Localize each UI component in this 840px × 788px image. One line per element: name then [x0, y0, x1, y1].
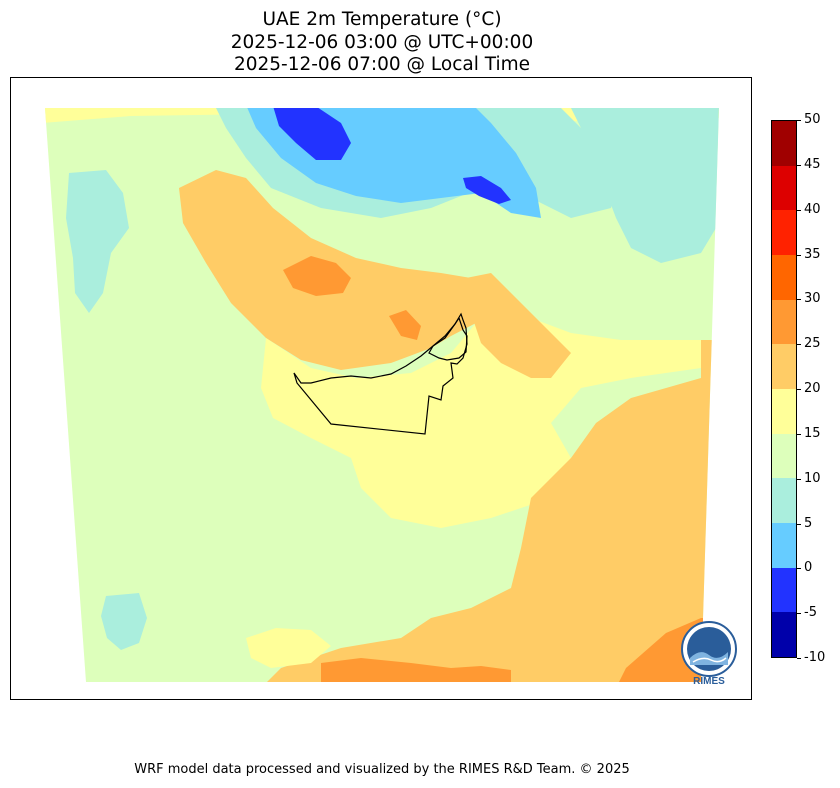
map-frame — [10, 77, 752, 700]
temp-band-minus5-0-small — [463, 176, 511, 204]
temp-band-25-30-north — [283, 256, 351, 296]
colorbar-segment — [772, 121, 796, 167]
colorbar-segment — [772, 567, 796, 613]
colorbar-tick-label: 40 — [804, 202, 821, 217]
colorbar-tick-label: 30 — [804, 291, 821, 306]
credit-text: WRF model data processed and visualized … — [134, 762, 630, 777]
colorbar-segment — [772, 299, 796, 345]
colorbar-tick-mark — [797, 658, 801, 659]
colorbar — [771, 120, 797, 658]
colorbar-tick-mark — [797, 613, 801, 614]
colorbar-tick-mark — [797, 165, 801, 166]
uae-border — [293, 312, 468, 435]
uae-coastline-east — [428, 316, 468, 361]
colorbar-segment — [772, 612, 796, 658]
colorbar-segment — [772, 255, 796, 301]
colorbar-tick-mark — [797, 299, 801, 300]
temp-band-5-10-northeast — [571, 108, 719, 263]
colorbar-tick-mark — [797, 479, 801, 480]
temp-band-20-25-east — [466, 273, 571, 378]
colorbar-tick-label: 35 — [804, 247, 821, 262]
colorbar-tick-label: 50 — [804, 112, 821, 127]
colorbar-tick-mark — [797, 344, 801, 345]
temp-band-5-10-southwest — [101, 593, 147, 650]
temp-band-minus5-0 — [273, 108, 351, 160]
colorbar-tick-mark — [797, 389, 801, 390]
rimes-logo: RIMES — [681, 621, 737, 686]
colorbar-segment — [772, 210, 796, 256]
colorbar-tick-label: 25 — [804, 336, 821, 351]
colorbar-tick-mark — [797, 434, 801, 435]
colorbar-tick-label: -5 — [804, 605, 817, 620]
temp-band-20-25-southeast — [251, 340, 719, 682]
map-title-line3: 2025-12-06 07:00 @ Local Time — [233, 54, 531, 75]
temperature-map — [45, 108, 719, 682]
rimes-logo-text: RIMES — [693, 676, 725, 686]
colorbar-segment — [772, 344, 796, 390]
colorbar-segment — [772, 523, 796, 569]
colorbar-tick-label: 20 — [804, 381, 821, 396]
colorbar-tick-mark — [797, 568, 801, 569]
colorbar-segment — [772, 433, 796, 479]
temp-band-15-20-central — [261, 303, 701, 528]
colorbar-tick-mark — [797, 120, 801, 121]
temp-band-5-10-west — [66, 170, 129, 313]
colorbar-tick-label: 45 — [804, 157, 821, 172]
colorbar-segment — [772, 165, 796, 211]
colorbar-tick-mark — [797, 524, 801, 525]
colorbar-segment — [772, 478, 796, 524]
colorbar-segment — [772, 389, 796, 435]
colorbar-tick-label: 0 — [804, 560, 813, 575]
colorbar-tick-label: 5 — [804, 516, 813, 531]
colorbar-tick-mark — [797, 255, 801, 256]
map-title-line2: 2025-12-06 03:00 @ UTC+00:00 — [230, 32, 534, 53]
map-title-line1: UAE 2m Temperature (°C) — [262, 9, 502, 30]
colorbar-tick-mark — [797, 210, 801, 211]
temp-band-25-30-coast — [389, 310, 421, 340]
colorbar-tick-label: 10 — [804, 471, 821, 486]
temp-band-15-20-south — [246, 628, 331, 668]
colorbar-tick-label: -10 — [804, 650, 826, 665]
temp-band-25-30-south — [321, 658, 511, 682]
colorbar-tick-label: 15 — [804, 426, 821, 441]
